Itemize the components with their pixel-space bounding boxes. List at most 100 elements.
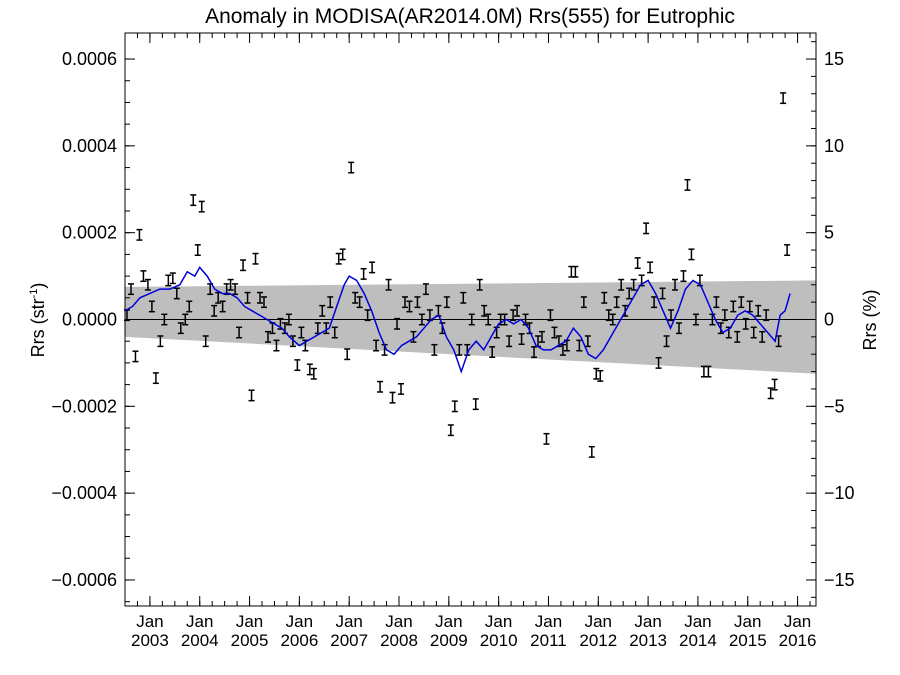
data-point	[626, 287, 633, 300]
data-point	[364, 309, 371, 322]
data-point	[518, 333, 525, 345]
data-point	[655, 356, 662, 369]
data-point	[377, 380, 384, 393]
x-tick-month-label: Jan	[435, 612, 462, 631]
data-point	[260, 296, 267, 309]
x-tick-year-label: 2004	[181, 631, 219, 650]
y2-tick-label: −10	[824, 483, 855, 503]
data-point	[418, 313, 425, 326]
data-point	[763, 309, 770, 322]
y-axis-right-label: Rrs (%)	[860, 290, 880, 351]
data-point	[161, 313, 168, 326]
x-tick-month-label: Jan	[286, 612, 313, 631]
data-point	[335, 252, 342, 265]
data-point	[289, 335, 296, 348]
data-point	[319, 304, 326, 317]
x-axis: Jan2003Jan2004Jan2005Jan2006Jan2007Jan20…	[124, 33, 816, 650]
data-point	[264, 330, 271, 343]
x-tick-year-label: 2008	[380, 631, 418, 650]
data-point	[514, 304, 521, 317]
data-point	[198, 200, 205, 213]
x-tick-year-label: 2014	[679, 631, 717, 650]
x-tick-year-label: 2013	[629, 631, 667, 650]
data-point	[306, 363, 313, 376]
data-point	[182, 313, 189, 326]
data-point	[356, 296, 363, 309]
data-point	[190, 194, 197, 207]
data-point	[369, 261, 376, 274]
data-point	[672, 278, 679, 291]
y-axis-left-label-suffix: )	[28, 283, 48, 289]
data-point	[576, 339, 583, 352]
y2-tick-label: 5	[824, 223, 834, 243]
data-point	[680, 270, 687, 283]
y2-tick-label: 0	[824, 310, 834, 330]
data-point	[755, 304, 762, 317]
y-tick-label: 0.0004	[62, 136, 117, 156]
data-point	[136, 228, 143, 241]
data-point	[373, 339, 380, 352]
data-point	[173, 287, 180, 300]
plot-area	[123, 92, 816, 458]
data-point	[169, 272, 176, 285]
x-tick-month-label: Jan	[335, 612, 362, 631]
data-point	[584, 335, 591, 348]
data-point	[547, 309, 554, 322]
data-point	[294, 359, 301, 372]
x-tick-year-label: 2011	[530, 631, 567, 650]
data-point	[410, 330, 417, 343]
x-tick-year-label: 2015	[729, 631, 767, 650]
data-point	[406, 300, 413, 313]
data-point	[609, 313, 616, 326]
data-point	[472, 398, 479, 411]
y-tick-label: 0.0000	[62, 310, 117, 330]
data-point	[476, 278, 483, 291]
data-point	[140, 270, 147, 283]
x-tick-year-label: 2005	[231, 631, 269, 650]
x-tick-month-label: Jan	[385, 612, 412, 631]
data-point	[252, 252, 259, 265]
data-point	[588, 445, 595, 458]
x-tick-year-label: 2012	[579, 631, 617, 650]
running-mean-line	[124, 266, 791, 374]
data-point	[331, 326, 338, 339]
x-tick-month-label: Jan	[535, 612, 562, 631]
data-point	[298, 326, 305, 339]
data-point	[601, 291, 608, 304]
data-point	[675, 322, 682, 335]
data-point	[211, 304, 218, 317]
data-point	[385, 278, 392, 291]
y-tick-label: −0.0006	[51, 570, 117, 590]
x-tick-month-label: Jan	[684, 612, 711, 631]
data-point	[688, 248, 695, 261]
y-axis-left: 0.0006 0.0004 0.0002 0.0000 −0.0002 −0.0004 −0…	[51, 49, 135, 603]
x-tick-year-label: 2009	[430, 631, 468, 650]
data-point	[352, 291, 359, 304]
x-tick-month-label: Jan	[236, 612, 263, 631]
data-point	[759, 330, 766, 343]
x-tick-year-label: 2010	[480, 631, 518, 650]
y-tick-label: 0.0002	[62, 223, 117, 243]
data-point	[310, 367, 317, 380]
confidence-band	[125, 280, 816, 374]
data-point	[236, 326, 243, 339]
data-point	[148, 300, 155, 313]
data-point	[501, 313, 508, 326]
data-point	[597, 369, 604, 382]
data-point	[127, 283, 134, 296]
data-point	[771, 378, 778, 391]
data-point	[538, 330, 545, 343]
data-point	[327, 296, 334, 309]
data-point	[647, 261, 654, 274]
data-point	[684, 178, 691, 191]
data-point	[248, 389, 255, 402]
data-point	[485, 313, 492, 326]
data-point	[618, 278, 625, 291]
data-point	[634, 257, 641, 270]
data-point	[568, 265, 575, 278]
data-point	[451, 400, 458, 413]
data-point	[443, 296, 450, 309]
data-point	[152, 372, 159, 385]
data-point	[643, 222, 650, 235]
